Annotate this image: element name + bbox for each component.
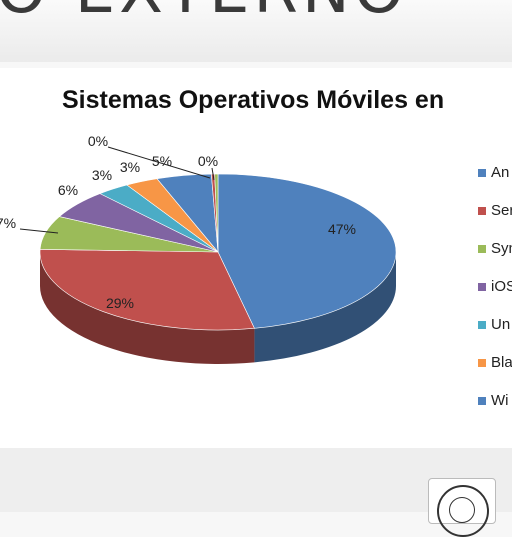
legend-swatch xyxy=(478,397,486,405)
legend-swatch xyxy=(478,283,486,291)
legend-swatch xyxy=(478,245,486,253)
chart-title: Sistemas Operativos Móviles en xyxy=(62,86,445,114)
leader-line xyxy=(19,228,59,234)
data-label-un: 3% xyxy=(92,167,112,183)
legend-label: An xyxy=(491,164,510,181)
legend-label: iOS xyxy=(491,278,512,295)
legend-label: Un xyxy=(491,316,511,333)
legend-label: Ser xyxy=(491,202,512,219)
chart-panel: Sistemas Operativos Móviles en 47% 29% 7% 6… xyxy=(0,68,512,448)
pie-side-ser xyxy=(40,252,255,365)
legend-swatch xyxy=(478,207,486,215)
data-label-slice-8: 0% xyxy=(198,153,218,169)
legend-swatch xyxy=(478,321,486,329)
pie-slice-slice-8 xyxy=(214,173,219,253)
seal-emblem xyxy=(449,497,475,523)
legend-label: Syn xyxy=(491,240,512,257)
pie-slice-an xyxy=(217,173,397,329)
legend-swatch xyxy=(478,169,486,177)
data-label-an: 47% xyxy=(328,221,356,237)
data-label-ios: 6% xyxy=(58,182,78,198)
slide-heading: O EXTERNO xyxy=(0,0,408,28)
legend-swatch xyxy=(478,359,486,367)
data-label-slice-7: 0% xyxy=(88,133,108,149)
data-label-bla: 3% xyxy=(120,159,140,175)
leader-line xyxy=(107,146,211,179)
legend-label: Wi xyxy=(491,392,509,409)
slide-footer xyxy=(0,448,512,512)
data-label-ser: 29% xyxy=(106,295,134,311)
pie-side-an xyxy=(254,252,396,363)
slide-banner: O EXTERNO xyxy=(0,0,512,62)
pie-slice-ser xyxy=(39,249,255,331)
pie-chart: 47%29%7%6%3%3%5%0%0% xyxy=(0,133,397,365)
university-seal-logo xyxy=(428,478,496,537)
legend-label: Bla xyxy=(491,354,512,371)
data-label-syn: 7% xyxy=(0,215,16,231)
leader-line xyxy=(211,167,215,181)
